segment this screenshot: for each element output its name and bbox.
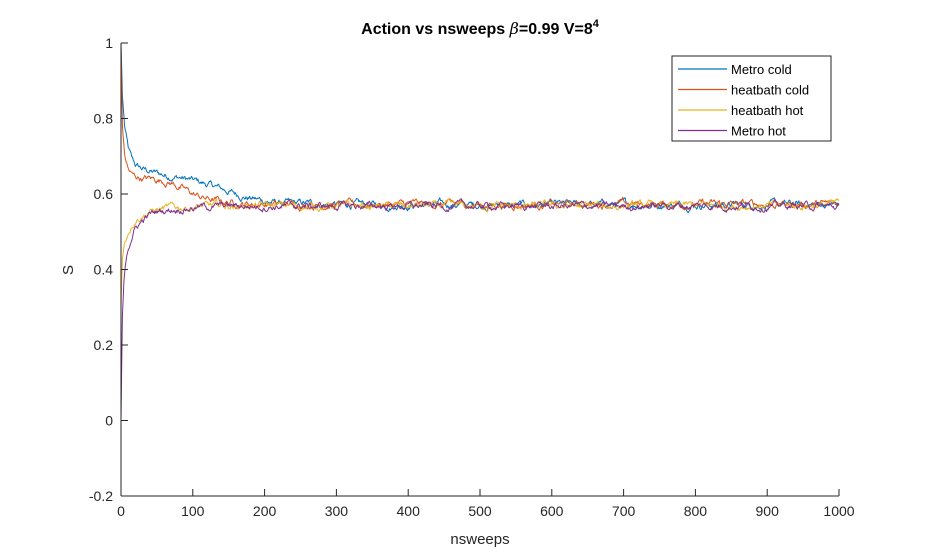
legend-label: heatbath hot	[731, 103, 804, 118]
x-axis-label: nsweeps	[450, 531, 509, 548]
y-tick-label: 0.4	[94, 262, 114, 278]
x-tick-label: 900	[756, 503, 780, 519]
x-tick-label: 200	[253, 503, 277, 519]
legend-box	[671, 55, 832, 142]
y-tick-label: 0	[105, 413, 113, 429]
y-axis-label: S	[60, 265, 77, 275]
title-suffix: =0.99 V=8	[519, 21, 593, 38]
series-line-heatbath-cold	[120, 42, 840, 212]
x-tick-label: 800	[684, 503, 708, 519]
y-tick-label: 1	[105, 35, 113, 51]
chart-title: Action vs nsweeps β=0.99 V=84	[361, 18, 600, 38]
y-tick-label: -0.2	[89, 488, 113, 504]
title-superscript: 4	[593, 18, 600, 30]
x-tick-label: 600	[540, 503, 564, 519]
x-ticks: 0 100 200 300 400 500 600 700 800 900 1000	[117, 489, 855, 519]
legend-entries: Metro cold heatbath cold heatbath hot Metro…	[678, 62, 809, 139]
x-tick-label: 1000	[823, 503, 854, 519]
y-tick-label: 0.8	[94, 111, 114, 127]
plot-lines	[120, 42, 840, 421]
x-tick-label: 700	[612, 503, 636, 519]
series-line-metro-hot	[120, 198, 840, 421]
x-tick-label: 100	[181, 503, 205, 519]
title-prefix: Action vs nsweeps	[361, 21, 510, 38]
y-tick-label: 0.6	[94, 186, 114, 202]
title-beta: β	[509, 19, 519, 38]
legend-label: heatbath cold	[731, 83, 809, 98]
x-tick-label: 400	[397, 503, 421, 519]
y-ticks: -0.2 0 0.2 0.4 0.6 0.8 1	[89, 35, 128, 504]
legend-label: Metro hot	[731, 124, 786, 139]
x-tick-label: 500	[468, 503, 492, 519]
x-tick-label: 300	[325, 503, 349, 519]
y-tick-label: 0.2	[94, 337, 114, 353]
legend-label: Metro cold	[731, 62, 792, 77]
legend: Metro cold heatbath cold heatbath hot Metro…	[671, 55, 832, 142]
x-tick-label: 0	[117, 503, 125, 519]
